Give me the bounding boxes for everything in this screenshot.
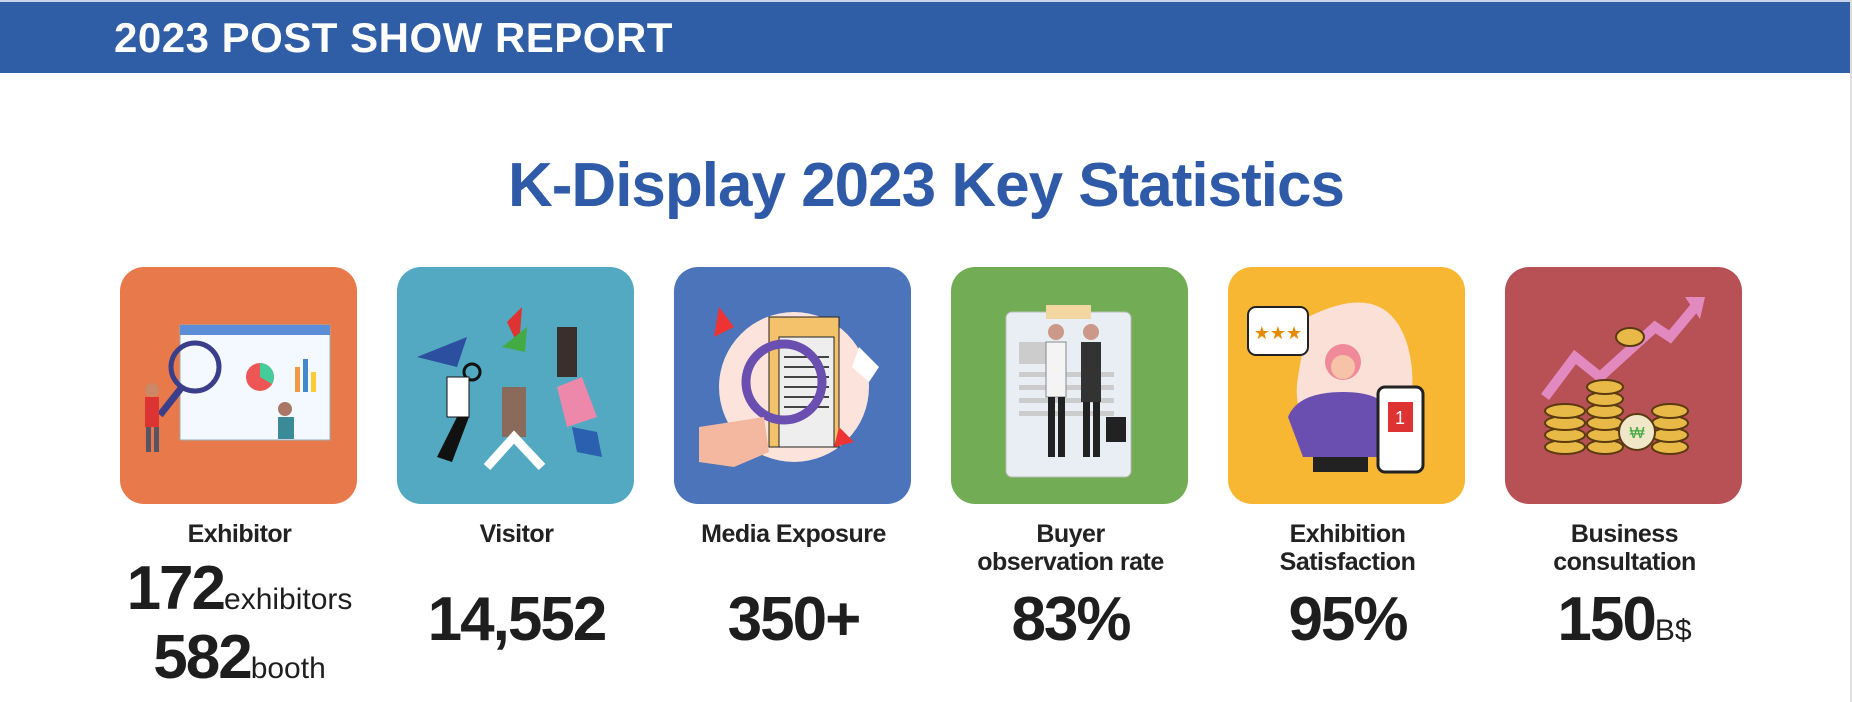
consultation-unit: B$ — [1654, 614, 1692, 647]
stat-value-business-consultation: 150B$ — [1486, 584, 1763, 655]
report-header-bar: 2023 POST SHOW REPORT — [0, 0, 1850, 73]
booth-unit: booth — [250, 652, 326, 685]
stat-label-visitor: Visitor — [479, 520, 554, 548]
stat-value-exhibition-satisfaction: 95% — [1288, 585, 1408, 654]
consultation-amount: 150 — [1557, 585, 1656, 654]
stat-label-business-consultation: Business consultation — [1486, 520, 1763, 576]
stat-label-buyer-observation-rate: Buyer observation rate — [932, 520, 1209, 576]
exhibitor-count: 172 — [126, 554, 226, 623]
stat-value-visitor: 14,552 — [427, 585, 608, 654]
report-header-title: 2023 POST SHOW REPORT — [114, 14, 673, 61]
page-edge — [1850, 0, 1852, 702]
label-line-2: consultation — [1553, 548, 1696, 576]
stat-label-exhibition-satisfaction: Exhibition Satisfaction — [1209, 520, 1486, 576]
label-line-2: Satisfaction — [1279, 548, 1416, 576]
magnifier-documents-illustration-icon — [674, 267, 911, 504]
label-line-1: Buyer — [1036, 520, 1105, 548]
coins-growth-illustration-icon: ₩ — [1505, 267, 1742, 504]
svg-text:₩: ₩ — [1629, 425, 1644, 442]
svg-text:1: 1 — [1395, 408, 1405, 428]
exhibitor-unit: exhibitors — [224, 583, 353, 616]
stat-value-media-exposure: 350+ — [727, 585, 862, 654]
booth-count: 582 — [153, 623, 252, 692]
stat-label-media-exposure: Media Exposure — [701, 520, 886, 548]
svg-text:★★★: ★★★ — [1254, 323, 1302, 343]
page-title: K-Display 2023 Key Statistics — [508, 151, 1345, 220]
stat-value-exhibitor: 172exhibitors 582booth — [101, 558, 378, 698]
label-line-1: Exhibition — [1289, 520, 1406, 548]
dashboard-magnifier-illustration-icon — [120, 267, 357, 504]
stat-label-exhibitor: Exhibitor — [187, 520, 292, 548]
jumping-people-illustration-icon — [397, 267, 634, 504]
label-line-2: observation rate — [977, 548, 1164, 576]
rating-trophy-phone-illustration-icon: ★★★ 1 — [1228, 267, 1465, 504]
stat-value-buyer-observation-rate: 83% — [1011, 585, 1131, 654]
label-line-1: Business — [1570, 520, 1679, 548]
handshake-illustration-icon — [951, 267, 1188, 504]
